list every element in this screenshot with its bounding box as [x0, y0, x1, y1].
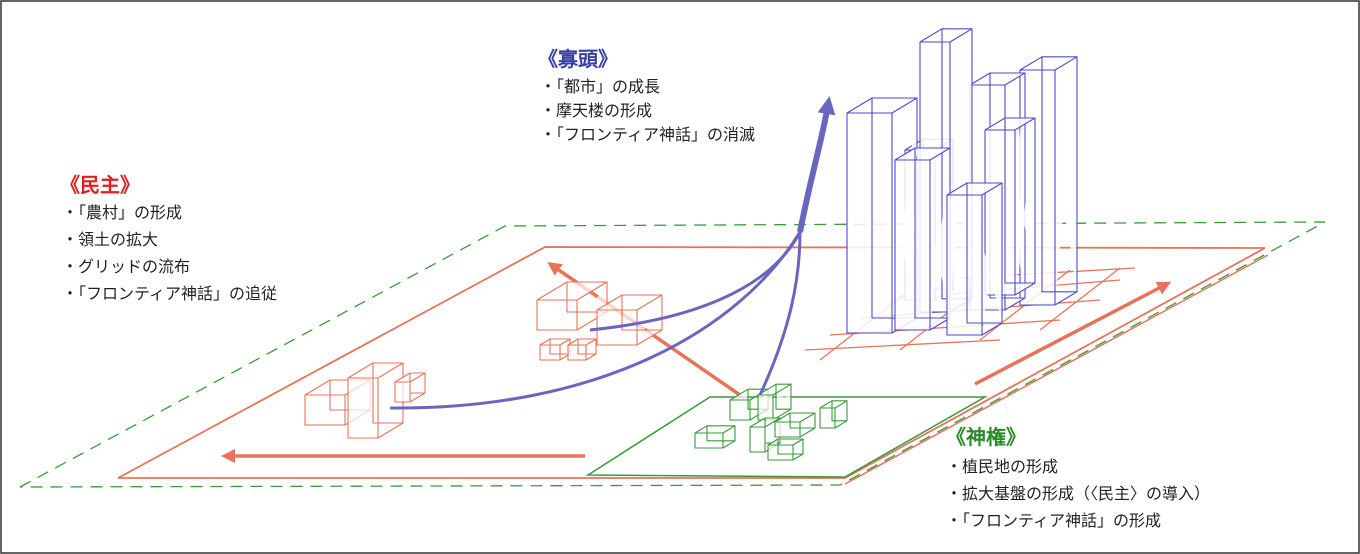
building	[819, 400, 848, 429]
buildings	[304, 28, 1078, 461]
building	[694, 425, 736, 449]
group-item: ・「都市」の成長	[540, 77, 660, 96]
building	[394, 372, 426, 403]
group-item: ・グリッドの流布	[62, 257, 190, 276]
building	[846, 97, 918, 334]
group-item: ・拡大基盤の形成（〈民主〉の導入）	[946, 484, 1210, 503]
plane-edge	[844, 254, 1269, 485]
building	[757, 383, 792, 421]
flow-arrows	[389, 96, 836, 410]
democracy-plane	[117, 246, 1266, 479]
building	[774, 412, 816, 438]
building	[567, 338, 597, 361]
building	[539, 338, 571, 361]
building	[946, 182, 1003, 336]
label-democracy: 《民主》 ・「農村」の形成 ・領土の拡大 ・グリッドの流布 ・「フロンティア神話…	[60, 173, 277, 303]
label-theocracy: 《神権》 ・植民地の形成 ・拡大基盤の形成（〈民主〉の導入） ・「フロンティア神…	[946, 425, 1210, 530]
building	[894, 147, 951, 331]
group-title: 《神権》	[946, 425, 1026, 449]
theocracy-plane	[585, 396, 988, 478]
group-title: 《民主》	[60, 173, 140, 197]
building	[596, 294, 663, 346]
outer-plane	[19, 221, 1326, 488]
group-item: ・「フロンティア神話」の形成	[946, 511, 1161, 530]
group-item: ・領土の拡大	[62, 230, 158, 249]
group-item: ・摩天楼の形成	[540, 101, 652, 120]
label-oligarchy: 《寡頭》 ・「都市」の成長 ・摩天楼の形成 ・「フロンティア神話」の消滅	[538, 47, 755, 144]
group-title: 《寡頭》	[538, 47, 618, 71]
building	[767, 438, 804, 461]
group-item: ・植民地の形成	[946, 457, 1058, 476]
group-item: ・「フロンティア神話」の追従	[62, 284, 277, 303]
building	[536, 281, 608, 331]
group-item: ・「農村」の形成	[62, 203, 182, 222]
group-item: ・「フロンティア神話」の消滅	[540, 125, 755, 144]
building	[347, 362, 404, 439]
